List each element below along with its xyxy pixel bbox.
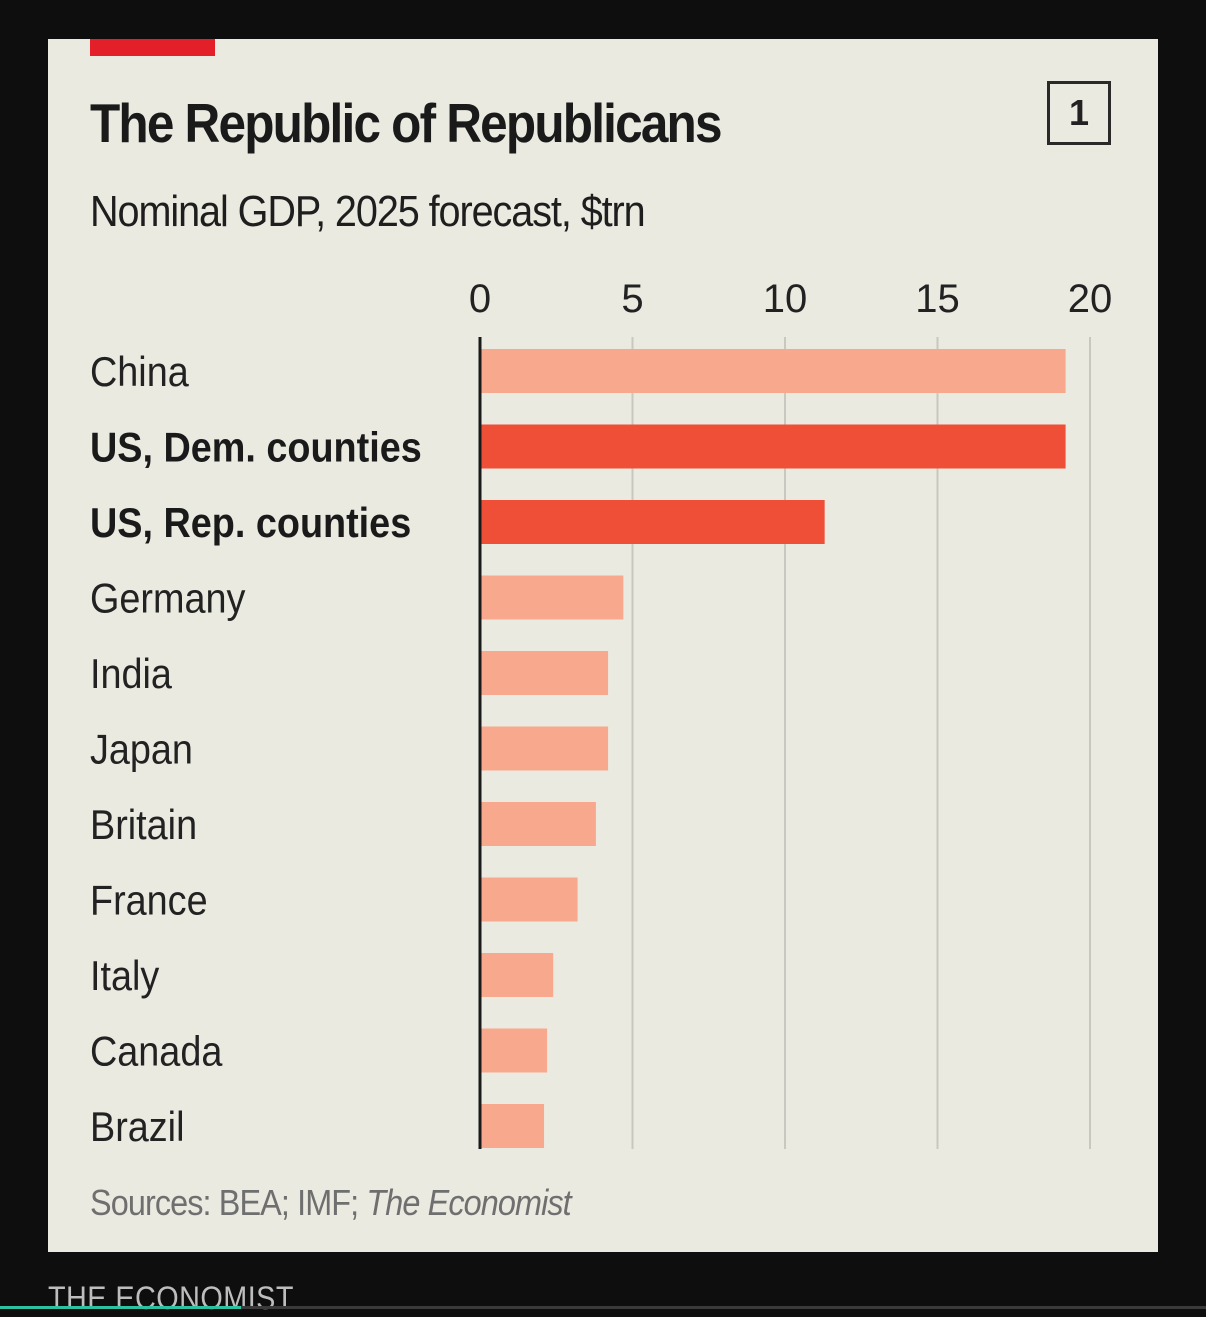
- source-note: Sources: BEA; IMF; The Economist: [90, 1182, 572, 1224]
- tick-label: 10: [763, 277, 808, 321]
- bar: [480, 424, 1066, 469]
- category-label: China: [90, 349, 189, 395]
- bar: [480, 500, 825, 544]
- category-label: US, Dem. counties: [90, 425, 422, 471]
- source-italic: The Economist: [366, 1182, 571, 1223]
- bar: [480, 1104, 545, 1148]
- category-label: Italy: [90, 953, 159, 999]
- bar: [480, 349, 1066, 393]
- category-label: Germany: [90, 576, 245, 622]
- category-label: Japan: [90, 727, 193, 773]
- tick-label: 20: [1068, 277, 1113, 321]
- red-tag: [90, 39, 215, 56]
- chart-title: The Republic of Republicans: [90, 92, 723, 154]
- tick-label: 15: [915, 277, 960, 321]
- brand-label: THE ECONOMIST: [48, 1280, 294, 1316]
- bars: [480, 349, 1066, 1148]
- bar: [480, 802, 596, 846]
- category-label: India: [90, 651, 173, 697]
- category-labels: China US, Dem. counties US, Rep. counties G…: [90, 349, 422, 1150]
- tick-label: 5: [621, 277, 643, 321]
- bar: [480, 1028, 548, 1073]
- chart-number-badge: 1: [1047, 81, 1111, 145]
- category-label: US, Rep. counties: [90, 500, 411, 546]
- bar: [480, 575, 624, 620]
- bar-chart: 0 5 10 15 20 China US, Dem. counties US, Rep. …: [90, 277, 1112, 1150]
- chart-subtitle: Nominal GDP, 2025 forecast, $trn: [90, 187, 646, 236]
- source-prefix: Sources: BEA; IMF;: [90, 1182, 367, 1223]
- x-axis-ticks: 0 5 10 15 20: [469, 277, 1112, 321]
- category-label: France: [90, 878, 208, 924]
- bar: [480, 651, 609, 695]
- bar: [480, 726, 609, 771]
- progress-fill: [0, 1306, 242, 1309]
- progress-track: [0, 1306, 1206, 1309]
- tick-label: 0: [469, 277, 491, 321]
- category-label: Canada: [90, 1029, 223, 1075]
- bar: [480, 877, 578, 922]
- category-label: Britain: [90, 802, 197, 848]
- category-label: Brazil: [90, 1104, 184, 1150]
- bar: [480, 953, 554, 997]
- gridlines: [631, 337, 1091, 1149]
- chart-card: The Republic of Republicans 1 Nominal GD…: [48, 39, 1158, 1252]
